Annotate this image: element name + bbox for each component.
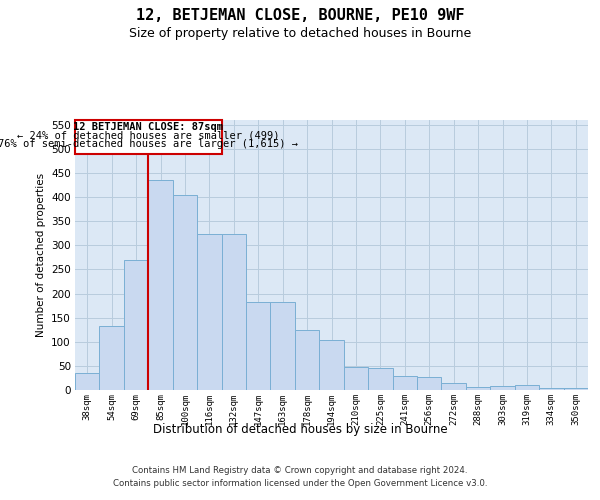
- Bar: [368, 368, 392, 390]
- Bar: [563, 388, 588, 390]
- Bar: [75, 373, 100, 390]
- Text: Distribution of detached houses by size in Bourne: Distribution of detached houses by size …: [152, 422, 448, 436]
- Text: 12 BETJEMAN CLOSE: 87sqm: 12 BETJEMAN CLOSE: 87sqm: [73, 122, 223, 132]
- Bar: [319, 340, 344, 390]
- Text: Contains HM Land Registry data © Crown copyright and database right 2024.: Contains HM Land Registry data © Crown c…: [132, 466, 468, 475]
- Bar: [100, 326, 124, 390]
- Bar: [173, 194, 197, 390]
- Text: Contains public sector information licensed under the Open Government Licence v3: Contains public sector information licen…: [113, 479, 487, 488]
- Bar: [466, 386, 490, 390]
- Y-axis label: Number of detached properties: Number of detached properties: [35, 173, 46, 337]
- Bar: [246, 302, 271, 390]
- Bar: [148, 180, 173, 390]
- Text: 76% of semi-detached houses are larger (1,615) →: 76% of semi-detached houses are larger (…: [0, 139, 298, 149]
- Bar: [490, 386, 515, 390]
- Bar: [515, 385, 539, 390]
- Bar: [295, 330, 319, 390]
- Text: ← 24% of detached houses are smaller (499): ← 24% of detached houses are smaller (49…: [17, 130, 280, 140]
- Bar: [539, 388, 563, 390]
- Bar: [344, 368, 368, 390]
- FancyBboxPatch shape: [75, 120, 221, 154]
- Bar: [271, 302, 295, 390]
- Bar: [442, 383, 466, 390]
- Bar: [197, 234, 221, 390]
- Bar: [124, 260, 148, 390]
- Bar: [417, 376, 442, 390]
- Bar: [221, 234, 246, 390]
- Text: Size of property relative to detached houses in Bourne: Size of property relative to detached ho…: [129, 28, 471, 40]
- Bar: [392, 376, 417, 390]
- Text: 12, BETJEMAN CLOSE, BOURNE, PE10 9WF: 12, BETJEMAN CLOSE, BOURNE, PE10 9WF: [136, 8, 464, 22]
